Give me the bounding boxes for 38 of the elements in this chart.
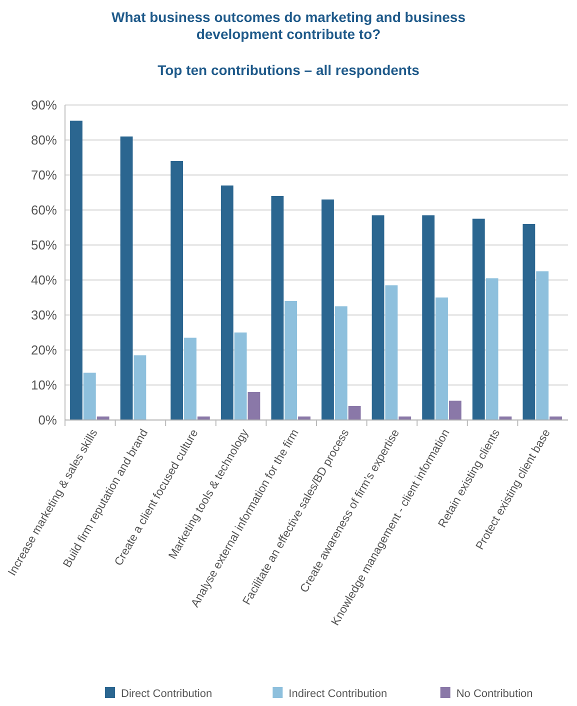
bar (83, 372, 96, 420)
legend-label: No Contribution (456, 688, 533, 700)
bar (322, 200, 334, 420)
y-tick-label: 0% (38, 412, 58, 428)
bar (448, 400, 462, 420)
y-tick-label: 10% (30, 378, 58, 393)
y-tick-label: 80% (30, 132, 58, 148)
y-tick-label: 30% (30, 308, 58, 323)
bar (271, 196, 284, 420)
legend-label: Indirect Contribution (288, 688, 388, 700)
y-tick-label: 20% (30, 342, 58, 358)
bar (220, 186, 234, 420)
bar (120, 136, 133, 420)
bar (472, 218, 485, 420)
bar (372, 215, 384, 420)
chart-title: What business outcomes do marketing and business development contribute to? (112, 9, 466, 42)
bar (184, 338, 196, 420)
y-tick-label: 90% (30, 98, 58, 113)
bar (248, 392, 260, 420)
bar (422, 215, 435, 420)
bar (170, 161, 184, 420)
y-tick-label: 70% (30, 168, 58, 183)
chart-subtitle: Top ten contributions – all respondents (158, 62, 420, 78)
legend-label: Direct Contribution (121, 688, 212, 700)
bar (536, 271, 549, 420)
bar (436, 298, 448, 420)
bar (134, 355, 146, 420)
y-tick-label: 40% (30, 272, 58, 288)
bar (385, 285, 398, 420)
bar (334, 306, 348, 420)
bar (348, 406, 361, 420)
bar (284, 301, 298, 420)
bar (70, 120, 82, 420)
bar (486, 278, 498, 420)
bar (234, 332, 247, 420)
bar (522, 224, 536, 420)
y-tick-label: 60% (30, 202, 58, 218)
y-tick-label: 50% (30, 238, 58, 253)
